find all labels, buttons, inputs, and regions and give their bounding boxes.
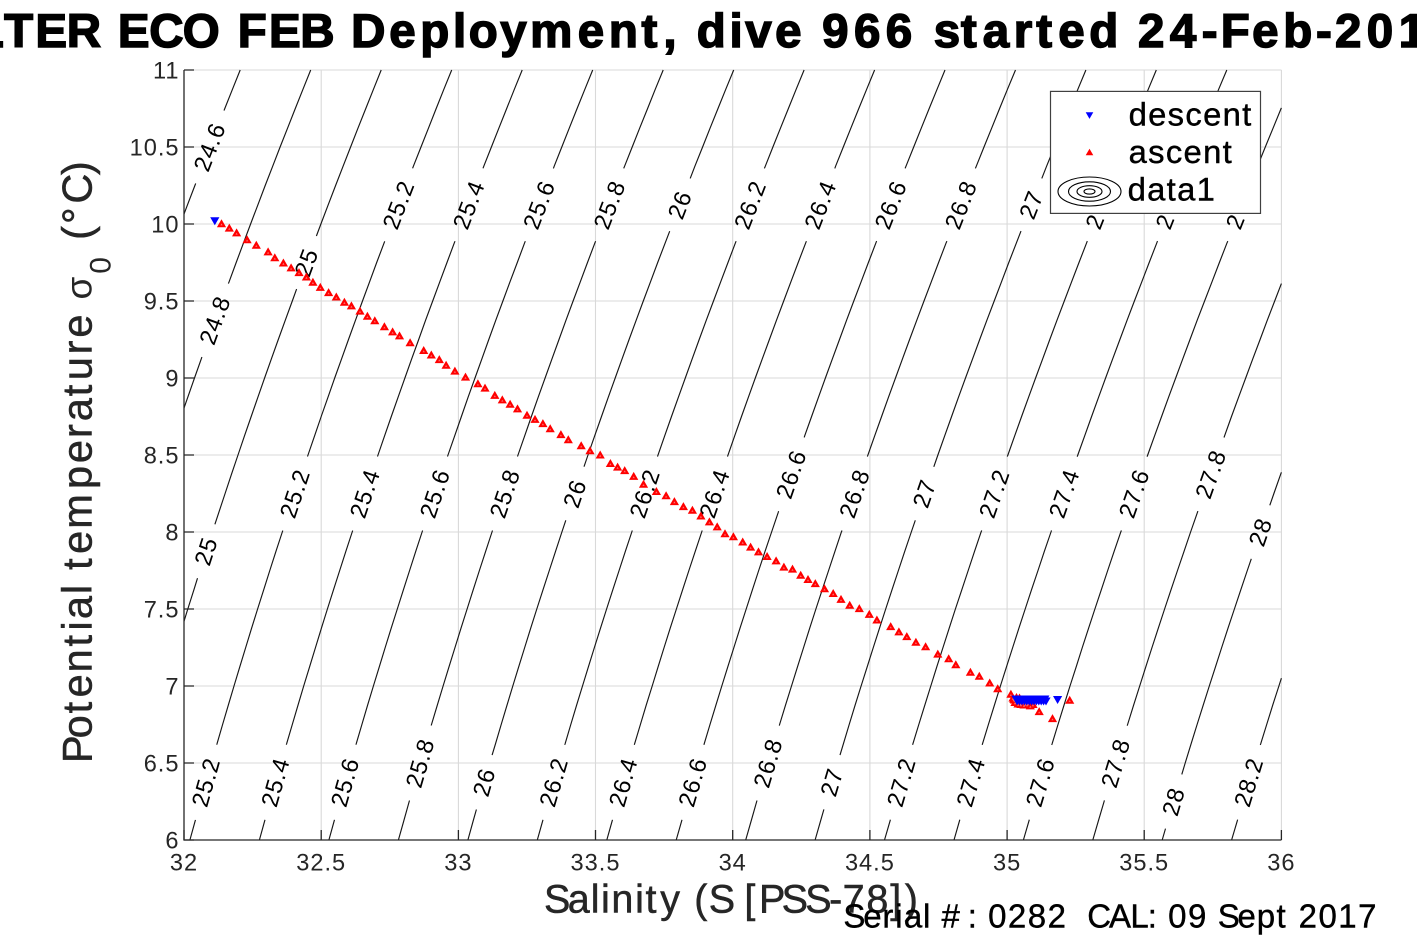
svg-text:9.5: 9.5 (144, 290, 180, 316)
svg-text:LTER ECO FEB Deployment, dive: LTER ECO FEB Deployment, dive 966 starte… (0, 5, 1417, 58)
svg-text:descent: descent (1129, 96, 1253, 133)
svg-text:33: 33 (444, 851, 472, 877)
svg-text:7.5: 7.5 (144, 598, 180, 624)
svg-text:σ: σ (59, 277, 100, 300)
svg-text:34: 34 (719, 851, 747, 877)
svg-text:10: 10 (151, 213, 179, 239)
svg-text:Salinity (S [PSS-78]): Salinity (S [PSS-78]) (544, 877, 918, 921)
svg-text:34.5: 34.5 (845, 851, 895, 877)
svg-text:8.5: 8.5 (144, 444, 180, 470)
svg-text:35: 35 (993, 851, 1021, 877)
svg-text:Potential temperature: Potential temperature (54, 301, 101, 763)
svg-text:data1: data1 (1128, 170, 1217, 207)
svg-text:10.5: 10.5 (130, 136, 180, 162)
svg-text:6: 6 (165, 829, 179, 855)
svg-text:9: 9 (165, 367, 179, 393)
svg-text:32.5: 32.5 (296, 851, 346, 877)
svg-text:33.5: 33.5 (571, 851, 621, 877)
svg-text:35.5: 35.5 (1119, 851, 1169, 877)
svg-text:32: 32 (170, 851, 198, 877)
svg-text:7: 7 (165, 675, 179, 701)
svg-text:ascent: ascent (1129, 133, 1233, 170)
svg-text:6.5: 6.5 (144, 752, 180, 778)
svg-text:11: 11 (153, 59, 180, 85)
svg-text:Serial #: 0282 CAL: 09 Sept 2: Serial #: 0282 CAL: 09 Sept 2017 (843, 898, 1376, 935)
svg-text:0: 0 (85, 257, 118, 274)
svg-text:8: 8 (165, 521, 179, 547)
svg-text:36: 36 (1267, 851, 1295, 877)
